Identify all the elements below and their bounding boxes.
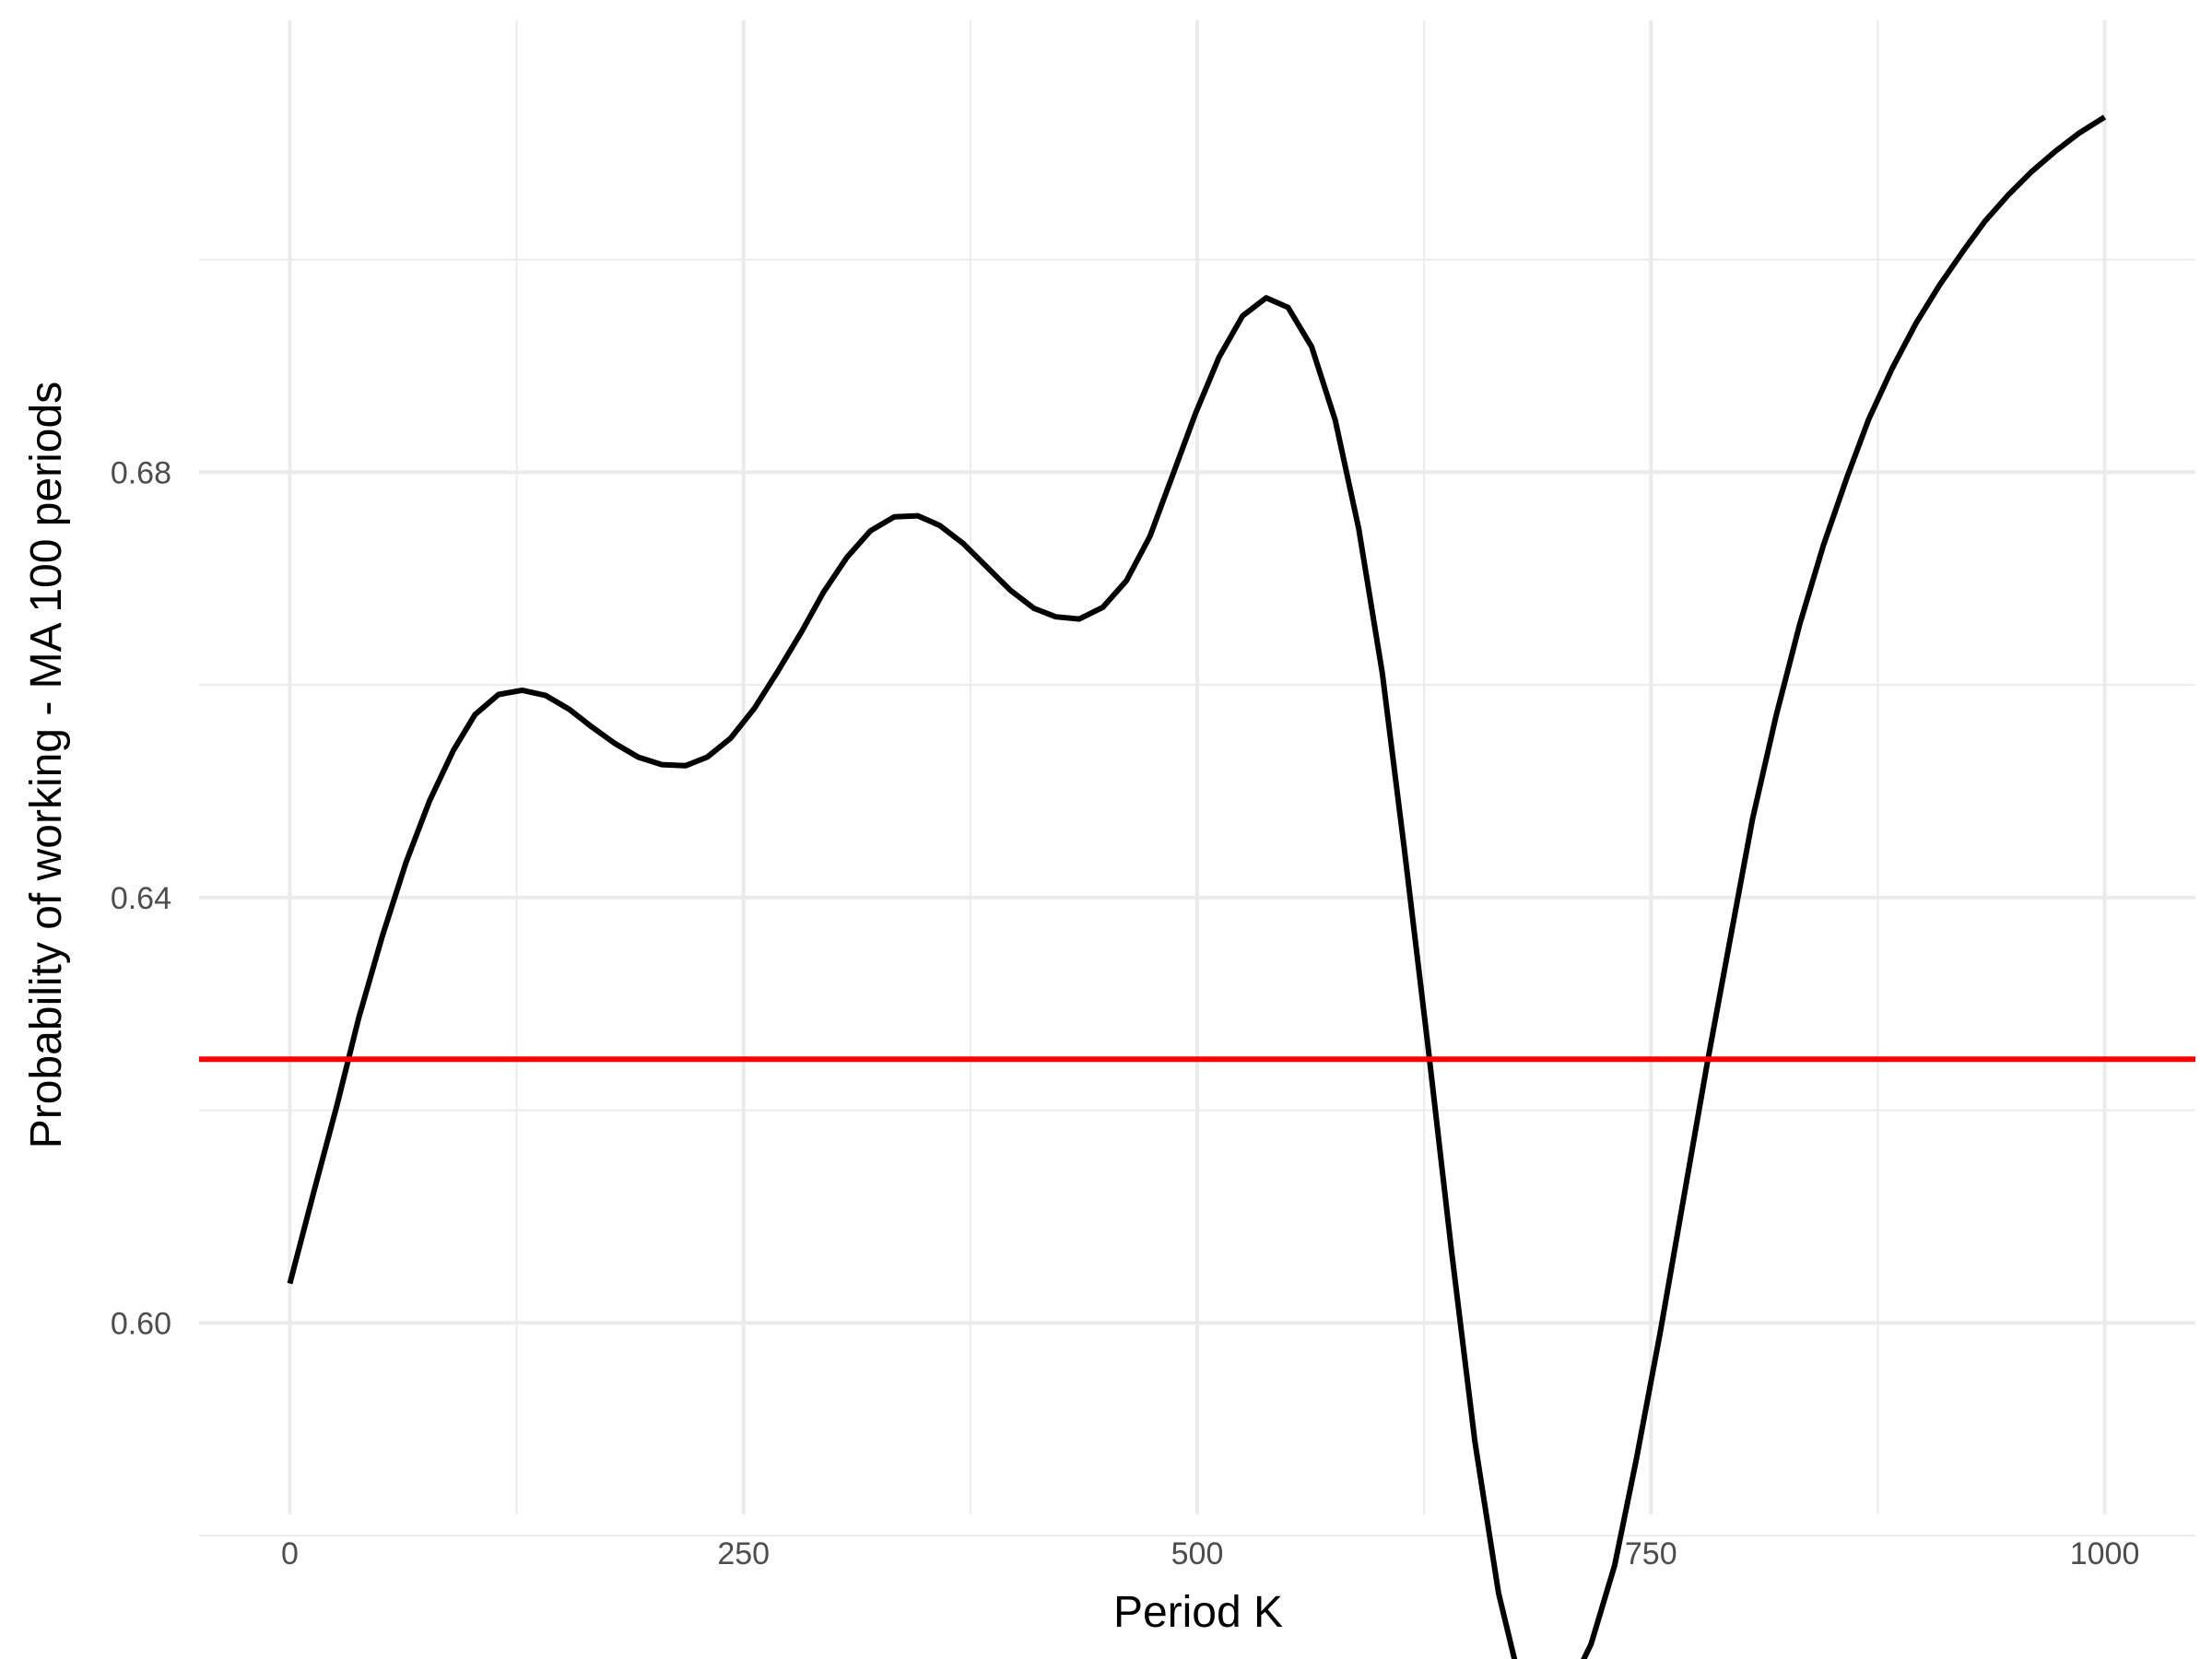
y-axis-tick-labels: 0.60 0.64 0.68 xyxy=(111,455,171,1341)
x-axis-tick-labels: 0 250 500 750 1000 xyxy=(281,1536,2139,1571)
series-line xyxy=(287,114,2107,1659)
major-gridlines xyxy=(199,20,2195,1514)
x-axis-title: Period K xyxy=(1113,1588,1283,1637)
y-tick-label: 0.64 xyxy=(111,881,171,916)
x-tick-label: 750 xyxy=(1625,1536,1677,1571)
y-axis-title: Probability of working - MA 100 periods xyxy=(22,382,71,1148)
series-layer xyxy=(287,114,2107,1659)
x-tick-label: 500 xyxy=(1171,1536,1224,1571)
x-tick-label: 1000 xyxy=(2070,1536,2140,1571)
y-tick-label: 0.68 xyxy=(111,455,171,490)
y-tick-label: 0.60 xyxy=(111,1306,171,1341)
x-tick-label: 0 xyxy=(281,1536,299,1571)
x-tick-label: 250 xyxy=(717,1536,770,1571)
